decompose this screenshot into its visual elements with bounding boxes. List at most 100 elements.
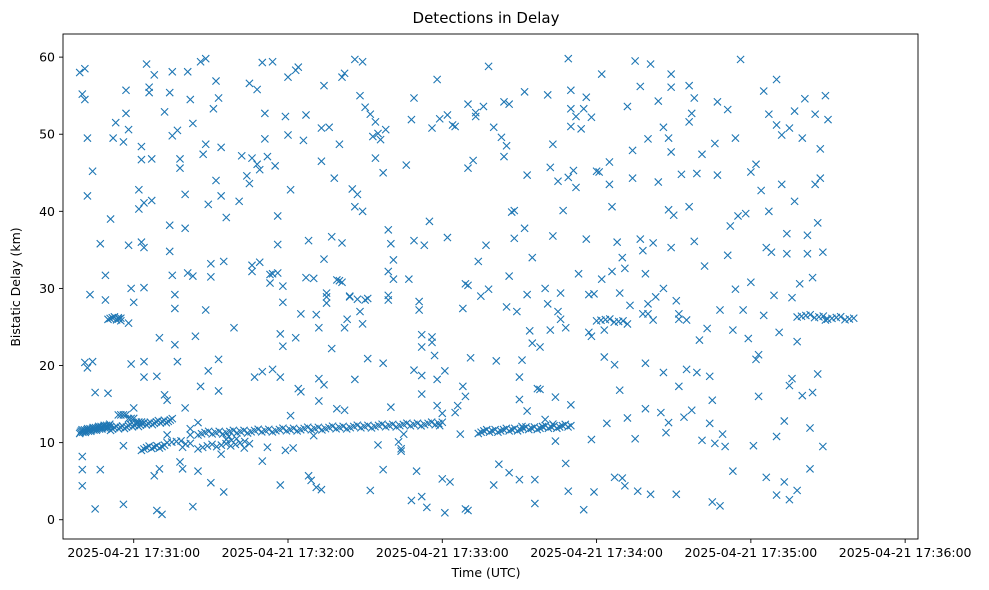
- detection-point: [530, 499, 539, 508]
- detection-point: [122, 86, 130, 95]
- y-tick-label-0: 0: [47, 512, 55, 527]
- detection-point: [194, 444, 202, 453]
- detection-point: [338, 278, 346, 287]
- detection-point: [273, 211, 282, 220]
- detection-point: [371, 117, 380, 126]
- detection-point: [590, 487, 598, 496]
- detection-point: [204, 200, 213, 209]
- x-tick-label-4: 2025-04-21 17:35:00: [684, 545, 817, 560]
- detection-point: [168, 67, 177, 76]
- detection-point: [350, 55, 359, 64]
- detection-point: [309, 431, 318, 440]
- detection-point: [672, 490, 681, 499]
- detection-point: [428, 338, 436, 347]
- detection-point: [523, 407, 532, 416]
- detection-point: [260, 134, 269, 143]
- detection-point: [780, 417, 789, 426]
- detection-point: [788, 374, 796, 383]
- detection-point: [816, 174, 825, 183]
- detection-point: [723, 251, 732, 260]
- detection-point: [312, 483, 321, 492]
- detection-point: [641, 404, 650, 413]
- detection-point: [80, 358, 89, 367]
- detection-point: [708, 396, 717, 405]
- detection-point: [803, 231, 812, 240]
- detection-point: [240, 437, 249, 446]
- detection-point: [451, 122, 460, 131]
- detection-point: [690, 237, 699, 246]
- detection-point: [109, 134, 118, 143]
- detection-point: [649, 238, 658, 247]
- detection-point: [422, 503, 431, 512]
- detection-point: [163, 430, 172, 439]
- detection-point: [415, 297, 424, 306]
- detection-point: [327, 344, 336, 353]
- detection-point: [667, 83, 676, 92]
- detection-point: [700, 262, 709, 271]
- detection-point: [824, 115, 832, 124]
- detection-point: [502, 302, 511, 311]
- detection-point: [685, 81, 694, 90]
- detection-point: [181, 190, 190, 199]
- detection-point: [759, 87, 768, 96]
- detection-point: [345, 292, 354, 301]
- detection-point: [91, 504, 100, 513]
- detection-point: [692, 169, 701, 178]
- detection-point: [484, 62, 493, 71]
- detection-point: [358, 207, 367, 216]
- detection-point: [176, 164, 184, 173]
- detection-point: [129, 403, 138, 412]
- detection-point: [307, 476, 316, 485]
- detection-point: [417, 343, 426, 352]
- detection-point: [466, 353, 475, 362]
- detection-point: [137, 142, 146, 151]
- detection-point: [484, 285, 493, 294]
- detection-point: [572, 183, 580, 192]
- detection-point: [330, 174, 339, 183]
- detection-point: [556, 315, 565, 324]
- detection-point: [579, 505, 588, 514]
- detection-point: [623, 102, 632, 111]
- detection-point: [332, 404, 341, 413]
- detection-point: [127, 359, 136, 368]
- detection-point: [816, 144, 825, 153]
- detection-point: [654, 97, 663, 106]
- detection-point: [605, 180, 614, 189]
- detection-point: [597, 275, 606, 284]
- detection-point: [168, 271, 177, 280]
- detection-point: [428, 124, 436, 133]
- detection-point: [235, 197, 244, 206]
- detection-point: [278, 424, 287, 433]
- detection-point: [440, 508, 449, 517]
- detection-point: [284, 73, 292, 82]
- detection-point: [633, 487, 642, 496]
- axes-frame: [62, 33, 919, 540]
- detection-point: [191, 332, 200, 341]
- detection-point: [708, 498, 717, 506]
- detection-point: [322, 292, 331, 301]
- detection-point: [240, 426, 249, 435]
- detection-point: [641, 359, 650, 368]
- detection-point: [303, 423, 312, 432]
- detection-point: [667, 70, 676, 79]
- detection-point: [420, 241, 429, 250]
- detection-point: [471, 112, 480, 121]
- detection-point: [278, 298, 287, 307]
- detection-point: [196, 57, 205, 66]
- detection-point: [147, 196, 156, 205]
- detection-point: [181, 224, 190, 233]
- detection-point: [716, 501, 724, 510]
- detection-point: [494, 460, 503, 469]
- detection-point: [525, 326, 534, 335]
- detection-point: [397, 447, 406, 456]
- detection-point: [212, 442, 221, 451]
- detection-point: [551, 393, 560, 402]
- detection-point: [811, 180, 820, 189]
- detection-point: [114, 315, 123, 323]
- detection-point: [253, 160, 262, 169]
- detection-point: [798, 134, 807, 143]
- detection-point: [124, 125, 133, 134]
- detection-point: [551, 437, 560, 446]
- detection-point: [793, 486, 802, 495]
- detection-point: [384, 296, 393, 304]
